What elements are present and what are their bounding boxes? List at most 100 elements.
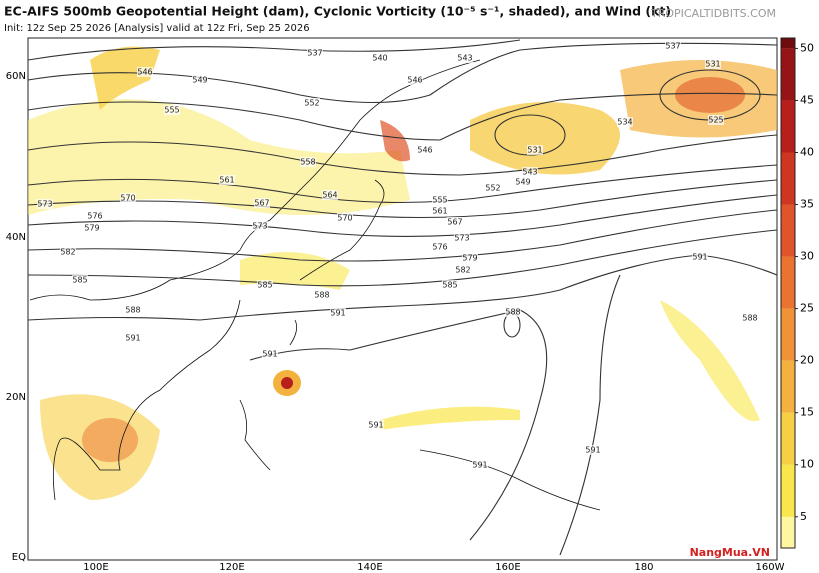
- contour-label-bg: [665, 41, 681, 51]
- lon-label: 100E: [83, 562, 108, 573]
- coastlines: [29, 59, 601, 511]
- contour-label-bg: [454, 233, 470, 243]
- contour-label: 585: [72, 276, 87, 285]
- contour-label-bg: [125, 305, 141, 315]
- colorbar-band: [781, 100, 795, 153]
- contour-label: 591: [692, 253, 707, 262]
- contour-label-bg: [304, 98, 320, 108]
- lon-label: 140E: [357, 562, 382, 573]
- contour-label: 567: [447, 218, 462, 227]
- contour-label: 549: [515, 178, 530, 187]
- contour-label: 558: [300, 158, 315, 167]
- contour-label-bg: [705, 59, 721, 69]
- contour-label: 585: [257, 281, 272, 290]
- contour-label: 537: [307, 49, 322, 58]
- contour-label: 591: [125, 334, 140, 343]
- lon-label: 180: [634, 562, 653, 573]
- contour-label-bg: [432, 242, 448, 252]
- contour-label: 537: [665, 42, 680, 51]
- contour-label-bg: [457, 53, 473, 63]
- contour-label: 543: [522, 168, 537, 177]
- contour-label: 549: [192, 76, 207, 85]
- title: EC-AIFS 500mb Geopotential Height (dam),…: [4, 4, 671, 19]
- lon-label: 160E: [495, 562, 520, 573]
- contour-label: 561: [219, 176, 234, 185]
- colorbar-label: 5: [800, 510, 807, 523]
- contour-label-bg: [300, 157, 316, 167]
- contour-label: 591: [262, 350, 277, 359]
- contour-label-bg: [368, 420, 384, 430]
- contour-label-bg: [72, 275, 88, 285]
- contour-label-bg: [120, 193, 136, 203]
- contour-label: 531: [705, 60, 720, 69]
- contour-label: 552: [485, 184, 500, 193]
- lat-label: EQ: [12, 552, 26, 563]
- contour-label: 555: [432, 196, 447, 205]
- contour-label-bg: [432, 206, 448, 216]
- contour-label: 573: [454, 234, 469, 243]
- contour-label: 591: [472, 461, 487, 470]
- contour-label-bg: [87, 211, 103, 221]
- lat-label: 40N: [6, 232, 26, 243]
- contour-label: 546: [417, 146, 432, 155]
- contour-label-bg: [455, 265, 471, 275]
- contour-label: 591: [330, 309, 345, 318]
- contour-label: 588: [125, 306, 140, 315]
- lat-label: 60N: [6, 71, 26, 82]
- colorbar-label: 15: [800, 406, 814, 419]
- site: TROPICALTIDBITS.COM: [650, 7, 776, 20]
- contour-label: 588: [742, 314, 757, 323]
- contour-label-bg: [617, 117, 633, 127]
- contour-label: 555: [164, 106, 179, 115]
- contour-label: 543: [457, 54, 472, 63]
- contour-label: 525: [708, 116, 723, 125]
- lon-label: 120E: [219, 562, 244, 573]
- colorbar-band: [781, 204, 795, 257]
- colorbar-label: 20: [800, 354, 814, 367]
- contour-label-bg: [164, 105, 180, 115]
- contour-label-bg: [522, 167, 538, 177]
- colorbar-label: 10: [800, 458, 814, 471]
- contour-label: 591: [368, 421, 383, 430]
- vorticity-shading: [28, 46, 777, 500]
- contour-label: 567: [254, 199, 269, 208]
- contour-label-bg: [472, 460, 488, 470]
- contour-label: 576: [432, 243, 447, 252]
- contour-label-bg: [742, 313, 758, 323]
- contour-label-bg: [307, 48, 323, 58]
- lon-label: 160W: [756, 562, 785, 573]
- contour-label-bg: [372, 53, 388, 63]
- contour-label-bg: [137, 67, 153, 77]
- contour-label-bg: [337, 213, 353, 223]
- contour-label-bg: [314, 290, 330, 300]
- contour-label: 588: [314, 291, 329, 300]
- contour-label-bg: [192, 75, 208, 85]
- contour-label: 585: [442, 281, 457, 290]
- contour-label: 561: [432, 207, 447, 216]
- lat-label: 20N: [6, 392, 26, 403]
- contour-label: 546: [407, 76, 422, 85]
- contour-label-bg: [125, 333, 141, 343]
- contour-label: 588: [505, 308, 520, 317]
- contour-label-bg: [257, 280, 273, 290]
- colorbar-band: [781, 464, 795, 517]
- contour-label: 582: [60, 248, 75, 257]
- contour-label: 552: [304, 99, 319, 108]
- contour-label: 579: [84, 224, 99, 233]
- colorbar-label: 50: [800, 41, 814, 54]
- colorbar-label: 25: [800, 302, 814, 315]
- contour-label: 546: [137, 68, 152, 77]
- subtitle: Init: 12z Sep 25 2026 [Analysis] valid a…: [4, 23, 310, 34]
- contour-label-bg: [692, 252, 708, 262]
- colorbar-band: [781, 308, 795, 361]
- contour-label-bg: [37, 199, 53, 209]
- contour-label: 531: [527, 146, 542, 155]
- colorbar-label: 35: [800, 198, 814, 211]
- colorbar-frame: [780, 37, 796, 549]
- contour-label-bg: [254, 198, 270, 208]
- contour-label: 540: [372, 54, 387, 63]
- contour-label-bg: [447, 217, 463, 227]
- colorbar-label: 40: [800, 145, 814, 158]
- contour-label-bg: [84, 223, 100, 233]
